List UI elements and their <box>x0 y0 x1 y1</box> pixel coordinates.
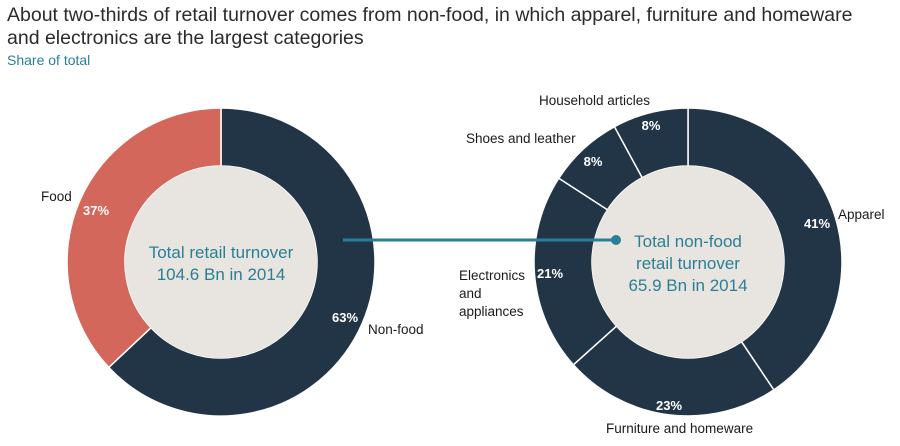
slice-value-furniture: 23% <box>656 398 682 413</box>
chart-title: About two-thirds of retail turnover come… <box>7 4 853 49</box>
chart-subtitle: Share of total <box>7 52 91 68</box>
slice-value-apparel: 41% <box>804 216 830 231</box>
category-label-apparel: Apparel <box>838 207 885 222</box>
category-label-non-food: Non-food <box>368 322 424 337</box>
slice-value-electronics: 21% <box>537 266 563 281</box>
slice-value-food: 37% <box>83 203 109 218</box>
center-text-line-2: retail turnover <box>636 254 740 273</box>
center-text-line-1: Total non-food <box>634 232 742 251</box>
slice-value-household: 8% <box>642 118 661 133</box>
center-text-line-2: 104.6 Bn in 2014 <box>157 265 286 284</box>
donut-center-total <box>125 166 317 358</box>
center-text-line-3: 65.9 Bn in 2014 <box>628 276 747 295</box>
category-label-shoes: Shoes and leather <box>466 131 576 146</box>
category-label-electronics: Electronics and appliances <box>459 268 529 319</box>
category-label-food: Food <box>41 189 72 204</box>
connector-dot <box>611 235 621 245</box>
center-text-line-1: Total retail turnover <box>149 243 294 262</box>
donut-center-non-food <box>592 166 784 358</box>
slice-value-shoes: 8% <box>584 154 603 169</box>
slice-value-non-food: 63% <box>332 310 358 325</box>
category-label-furniture: Furniture and homeware <box>606 421 753 436</box>
category-label-household: Household articles <box>539 93 650 108</box>
